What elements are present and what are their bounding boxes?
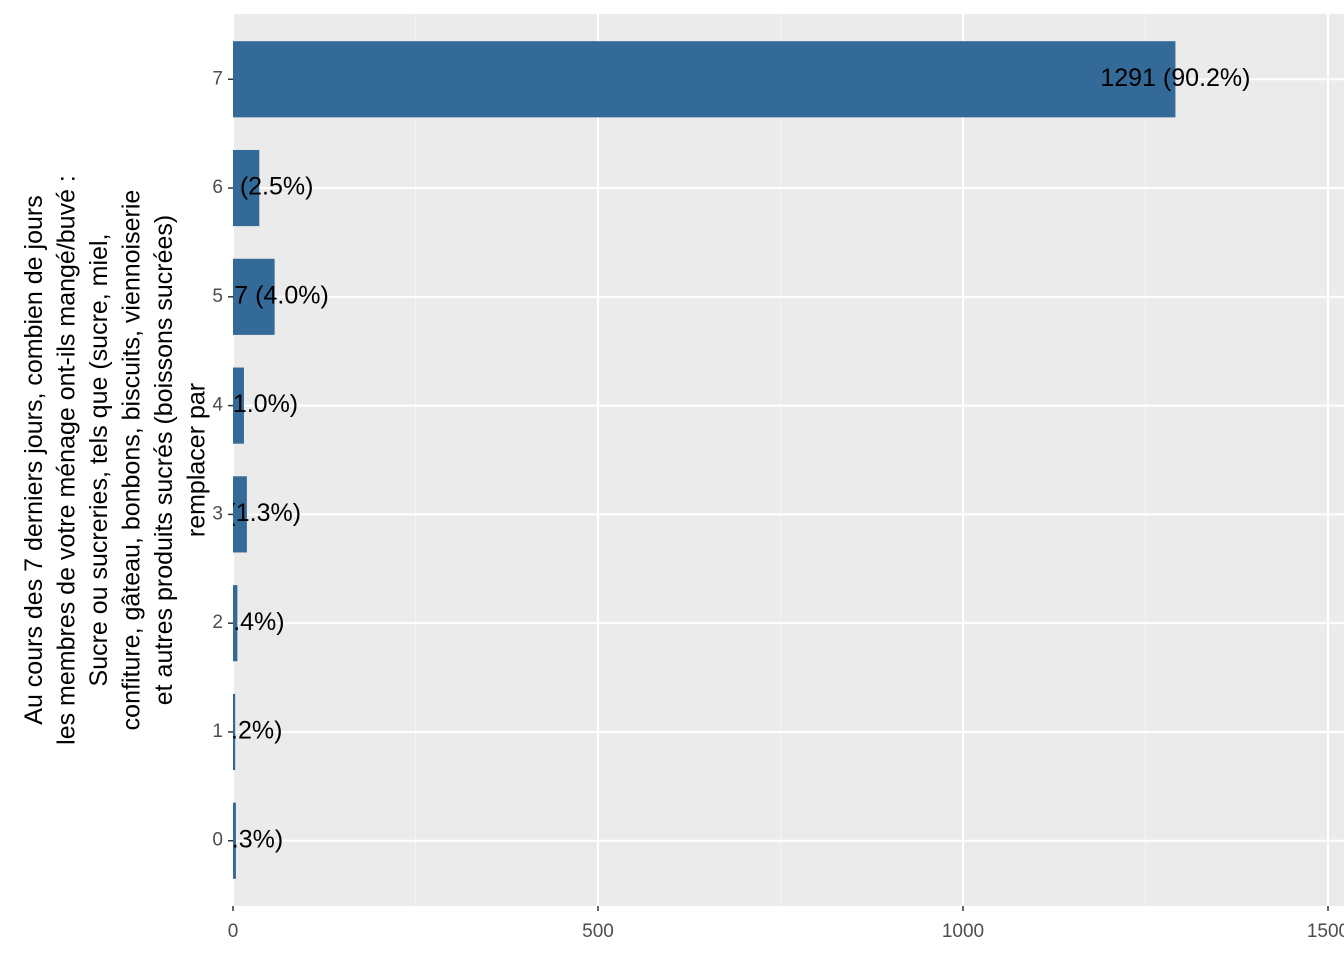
bar xyxy=(233,693,236,771)
panel xyxy=(233,14,1344,906)
value-label: 36 (2.5%) xyxy=(205,173,313,201)
y-tick-label: 0 xyxy=(212,830,223,851)
value-label: 3 (0.2%) xyxy=(188,717,282,745)
bar xyxy=(233,585,238,662)
y-tick-label: 1 xyxy=(212,721,223,742)
bar xyxy=(233,258,275,335)
value-label: 4 (0.3%) xyxy=(189,825,283,853)
bar xyxy=(233,41,1176,118)
y-axis-title: confiture, gâteau, bonbons, biscuits, vi… xyxy=(118,190,146,731)
y-axis-title: et autres produits sucrés (boissons sucr… xyxy=(150,215,178,706)
value-label: 57 (4.0%) xyxy=(220,281,328,309)
y-axis-title: Au cours des 7 derniers jours, combien d… xyxy=(20,195,48,724)
y-tick-label: 2 xyxy=(212,612,223,633)
y-tick-label: 7 xyxy=(212,68,223,89)
y-axis-title: Sucre ou sucreries, tels que (sucre, mie… xyxy=(85,234,113,687)
y-axis-title: remplacer par xyxy=(183,383,211,537)
x-tick-label: 500 xyxy=(582,921,614,942)
y-axis-title: les membres de votre ménage ont-ils mang… xyxy=(53,175,81,745)
value-label: 19 (1.3%) xyxy=(193,499,301,527)
value-label: 1291 (90.2%) xyxy=(1100,64,1250,92)
x-tick-label: 0 xyxy=(228,921,239,942)
value-label: 6 (0.4%) xyxy=(190,608,284,636)
bar xyxy=(233,149,260,227)
bar xyxy=(233,802,236,879)
x-tick-label: 1000 xyxy=(942,921,984,942)
bar xyxy=(233,476,247,553)
bar xyxy=(233,367,244,444)
x-tick-label: 1500 xyxy=(1307,921,1344,942)
y-tick-label: 3 xyxy=(212,503,223,524)
y-tick-label: 6 xyxy=(212,177,223,198)
y-tick-label: 4 xyxy=(212,395,223,416)
value-label: 15 (1.0%) xyxy=(190,390,298,418)
y-tick-label: 5 xyxy=(212,286,223,307)
